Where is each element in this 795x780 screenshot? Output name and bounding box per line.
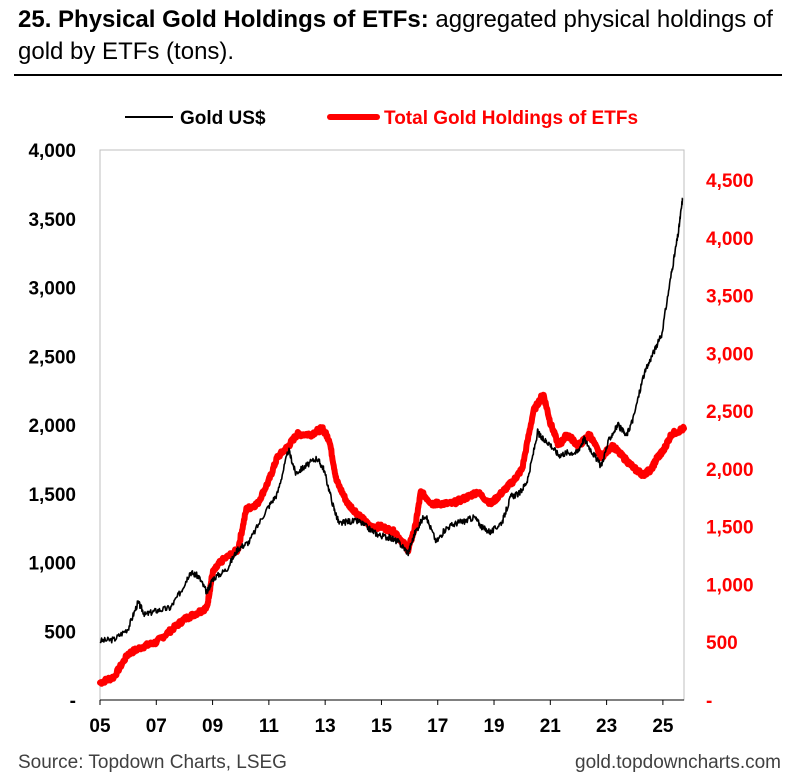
left-tick-label: 3,000: [28, 279, 76, 300]
chart-title-subtitle: aggregated physical holdings of gold by …: [18, 6, 773, 65]
left-axis: - 500 1,000 1,500 2,000 2,500 3,000 3,500 4,000: [28, 141, 76, 712]
series-line-gold-usd: [99, 197, 684, 644]
x-tick-label: 11: [259, 716, 280, 737]
right-tick-label: 4,000: [706, 229, 754, 250]
left-tick-label: 1,500: [28, 485, 76, 506]
right-tick-label: -: [706, 691, 712, 712]
x-tick-label: 23: [596, 716, 617, 737]
right-tick-label: 500: [706, 633, 738, 654]
x-tick-label: 25: [652, 716, 674, 737]
x-tick-label: 17: [427, 716, 448, 737]
left-tick-label: 2,500: [28, 347, 76, 368]
chart: -5001,0001,5002,0002,5003,0003,5004,000 …: [28, 108, 754, 737]
website-label: gold.topdowncharts.com: [575, 752, 781, 773]
x-tick-label: 15: [371, 716, 393, 737]
title-rule: [14, 74, 782, 76]
source-note: Source: Topdown Charts, LSEG: [18, 752, 287, 773]
right-tick-label: 1,500: [706, 518, 754, 539]
chart-title: 25. Physical Gold Holdings of ETFs: aggr…: [18, 4, 778, 68]
left-tick-label: 500: [44, 622, 76, 643]
left-tick-label: 2,000: [28, 416, 76, 437]
x-tick-label: 13: [315, 716, 336, 737]
x-tick-label: 09: [202, 716, 223, 737]
legend-label-gold: Gold US$: [180, 108, 266, 129]
left-tick-label: 1,000: [28, 554, 76, 575]
legend: Gold US$ Total Gold Holdings of ETFs: [125, 108, 638, 129]
left-tick-label: -: [70, 691, 76, 712]
x-tick-label: 07: [146, 716, 167, 737]
x-tick-label: 19: [483, 716, 504, 737]
right-axis: - 500 1,000 1,500 2,000 2,500 3,000 3,500 4,000 4…: [706, 171, 754, 712]
right-tick-label: 1,000: [706, 575, 754, 596]
left-tick-label: 3,500: [28, 210, 76, 231]
right-tick-label: 3,500: [706, 287, 754, 308]
right-tick-label: 2,500: [706, 402, 754, 423]
right-tick-label: 2,000: [706, 460, 754, 481]
x-axis: 05 07 09 11 13 15 17 19 21 23 25: [89, 700, 674, 737]
x-tick-label: 21: [540, 716, 562, 737]
legend-label-etf: Total Gold Holdings of ETFs: [384, 108, 638, 129]
chart-title-number: 25. Physical Gold Holdings of ETFs:: [18, 6, 429, 33]
series-layer: [97, 197, 687, 687]
left-tick-label: 4,000: [28, 141, 76, 162]
right-tick-label: 4,500: [706, 171, 754, 192]
right-tick-label: 3,000: [706, 344, 754, 365]
x-tick-label: 05: [89, 716, 111, 737]
